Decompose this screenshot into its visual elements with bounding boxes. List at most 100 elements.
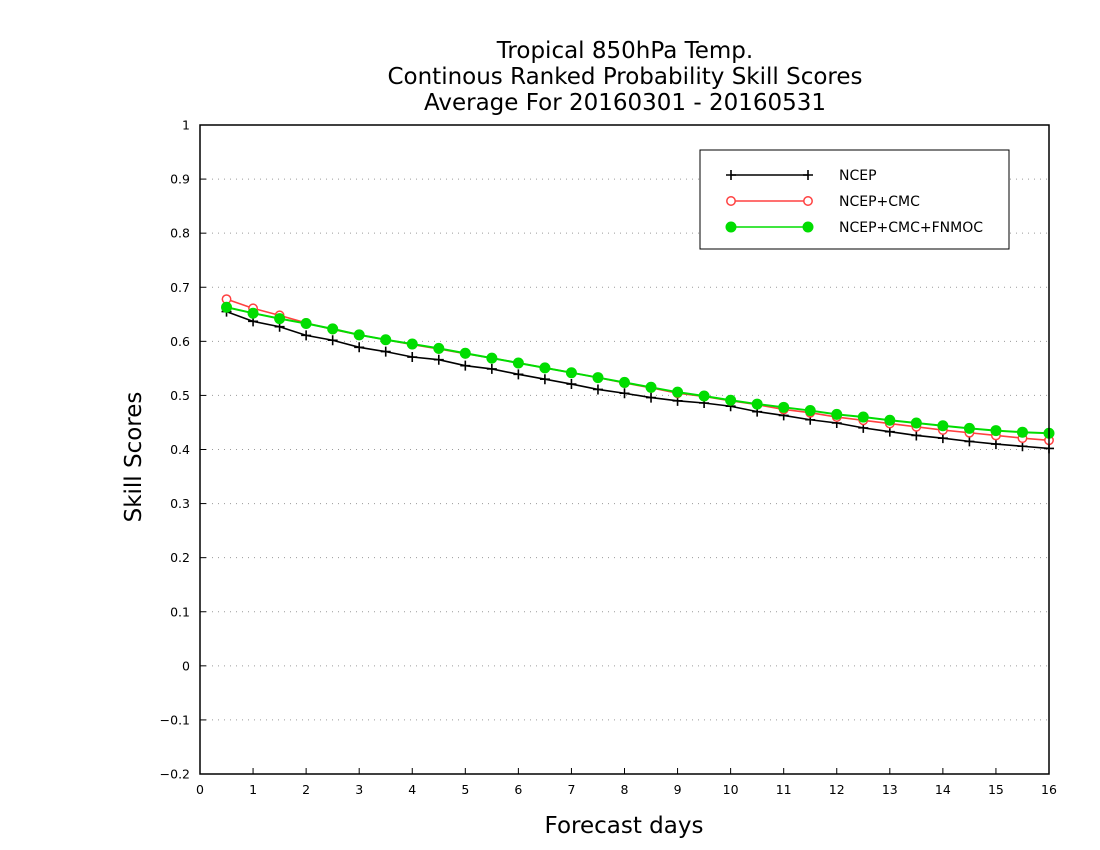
chart-subtitle: Continous Ranked Probability Skill Score…: [387, 64, 862, 90]
point-marker: [406, 338, 418, 350]
plot-frame: [199, 124, 1050, 775]
legend-label: NCEP+CMC: [839, 194, 920, 210]
point-marker: [726, 196, 736, 206]
x-tick-label: 5: [461, 782, 469, 797]
point-marker: [512, 357, 524, 369]
x-tick-label: 3: [355, 782, 363, 797]
point-marker: [274, 313, 286, 325]
point-marker: [910, 417, 922, 429]
point-marker: [566, 379, 577, 390]
point-marker: [539, 374, 550, 385]
point-marker: [751, 398, 763, 410]
x-tick-label: 13: [882, 782, 898, 797]
y-tick-label: −0.1: [160, 712, 190, 727]
point-marker: [726, 170, 736, 180]
x-tick-label: 14: [935, 782, 951, 797]
point-marker: [803, 196, 813, 206]
point-marker: [645, 381, 657, 393]
point-marker: [565, 367, 577, 379]
point-marker: [911, 430, 922, 441]
x-tick-label: 10: [723, 782, 739, 797]
y-tick-label: 0.1: [170, 604, 190, 619]
point-marker: [831, 408, 843, 420]
point-marker: [301, 330, 312, 341]
x-tick-label: 8: [621, 782, 629, 797]
x-tick-label: 0: [196, 782, 204, 797]
point-marker: [990, 425, 1002, 437]
point-marker: [803, 170, 813, 180]
point-marker: [990, 439, 1001, 450]
point-marker: [963, 422, 975, 434]
point-marker: [407, 352, 418, 363]
legend-entry: NCEP+CMC: [726, 194, 920, 210]
x-tick-label: 7: [567, 782, 575, 797]
legend-box: [699, 149, 1010, 250]
y-tick-label: 0.7: [170, 280, 190, 295]
x-tick-label: 16: [1041, 782, 1057, 797]
legend-label: NCEP+CMC+FNMOC: [839, 220, 983, 236]
point-marker: [725, 394, 737, 406]
y-tick-label: 0.8: [170, 226, 190, 241]
x-tick-label: 12: [829, 782, 845, 797]
x-tick-label: 11: [776, 782, 792, 797]
chart-subtitle-period: Average For 20160301 - 20160531: [424, 90, 826, 116]
point-marker: [725, 221, 737, 233]
y-tick-label: −0.2: [160, 767, 190, 782]
x-tick-label: 1: [249, 782, 257, 797]
y-axis-ticks: −0.2 −0.1 0 0.1 0.2 0.3 0.4 0.5 0.6 0.7 0.8 0.9 1: [160, 118, 206, 782]
point-marker: [937, 420, 949, 432]
point-marker: [778, 401, 790, 413]
point-marker: [619, 388, 630, 399]
y-axis-label: Skill Scores: [121, 392, 147, 523]
point-marker: [1016, 426, 1028, 438]
legend-entry: NCEP+CMC+FNMOC: [725, 220, 983, 236]
point-marker: [380, 334, 392, 346]
point-marker: [646, 392, 657, 403]
point-marker: [486, 352, 498, 364]
point-marker: [592, 384, 603, 395]
point-marker: [804, 405, 816, 417]
x-tick-label: 4: [408, 782, 416, 797]
point-marker: [327, 323, 339, 335]
x-tick-label: 2: [302, 782, 310, 797]
point-marker: [247, 307, 259, 319]
point-marker: [353, 329, 365, 341]
point-marker: [460, 360, 471, 371]
legend-entry: NCEP: [726, 168, 877, 184]
point-marker: [698, 390, 710, 402]
point-marker: [300, 317, 312, 329]
point-marker: [802, 221, 814, 233]
legend-label: NCEP: [839, 168, 877, 184]
point-marker: [433, 354, 444, 365]
point-marker: [380, 346, 391, 357]
legend: NCEP NCEP+CMC NCEP+CMC+FNMOC: [699, 149, 1010, 250]
point-marker: [486, 363, 497, 374]
point-marker: [884, 414, 896, 426]
y-tick-label: 0.2: [170, 550, 190, 565]
x-tick-label: 6: [514, 782, 522, 797]
point-marker: [513, 369, 524, 380]
x-axis-label: Forecast days: [545, 813, 704, 839]
point-marker: [539, 362, 551, 374]
series-layer: [221, 294, 1055, 454]
point-marker: [964, 436, 975, 447]
point-marker: [221, 301, 233, 313]
y-tick-label: 0.9: [170, 172, 190, 187]
y-tick-label: 0.5: [170, 388, 190, 403]
point-marker: [433, 342, 445, 354]
point-marker: [672, 386, 684, 398]
x-tick-label: 15: [988, 782, 1004, 797]
point-marker: [327, 335, 338, 346]
y-tick-label: 0.3: [170, 496, 190, 511]
series-ncep-cmc-fnmoc: [221, 301, 1055, 439]
y-tick-label: 0.4: [170, 442, 190, 457]
x-axis-ticks: 0 1 2 3 4 5 6 7 8 9 10 11 12 13 14 15 16: [196, 768, 1057, 797]
point-marker: [857, 411, 869, 423]
point-marker: [354, 342, 365, 353]
chart-title: Tropical 850hPa Temp.: [496, 38, 753, 64]
y-tick-label: 0: [182, 658, 190, 673]
point-marker: [459, 347, 471, 359]
y-tick-label: 1: [182, 118, 190, 133]
point-marker: [592, 372, 604, 384]
